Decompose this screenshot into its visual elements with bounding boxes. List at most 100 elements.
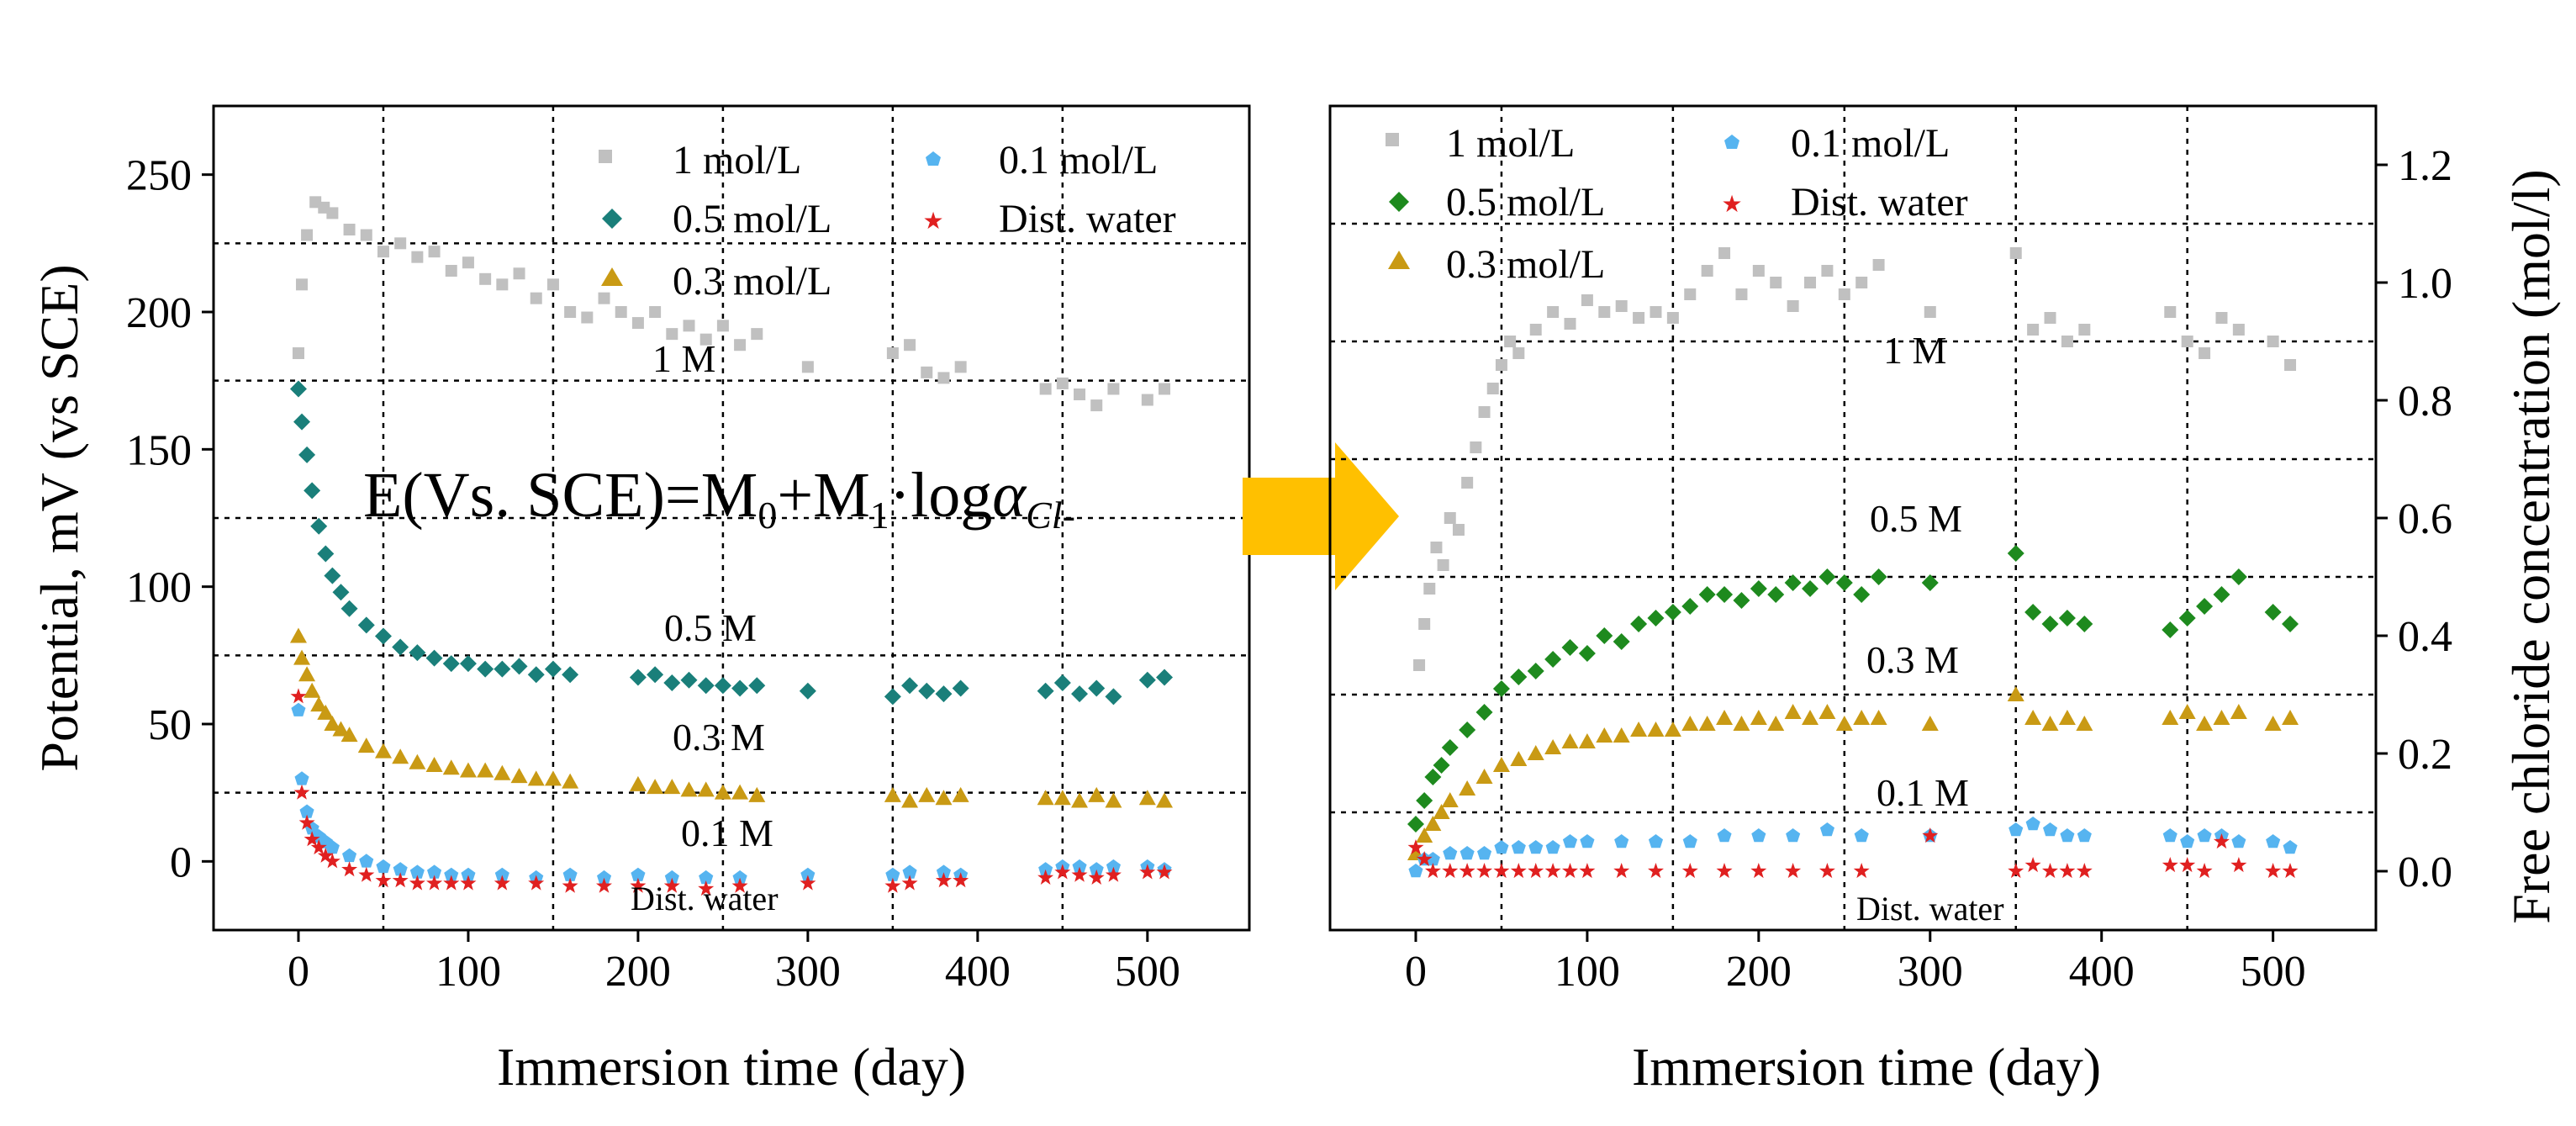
left-point (477, 660, 494, 678)
right-annot-dist-water: Dist. water (1856, 890, 2004, 928)
left-point (477, 762, 494, 778)
legend-marker-0-1mol-r (1724, 135, 1739, 149)
right-point (2008, 863, 2024, 879)
left-point (1088, 869, 1105, 885)
right-series (1407, 247, 2299, 879)
left-point (1071, 685, 1089, 703)
right-point (2076, 716, 2093, 731)
right-point (1648, 834, 1663, 848)
right-annot-0-3m: 0.3 M (1866, 638, 1959, 681)
left-point (393, 862, 408, 876)
left-point (935, 685, 953, 703)
left-point (683, 320, 695, 332)
right-y-tick-label: 1.2 (2398, 142, 2452, 190)
right-y-tick-label: 0.6 (2398, 495, 2452, 543)
right-point (2059, 863, 2076, 879)
right-annot-1m: 1 M (1883, 329, 1946, 372)
right-point (1494, 840, 1509, 854)
right-point (1716, 586, 1734, 603)
right-point (1459, 780, 1476, 796)
right-point (2213, 586, 2230, 603)
legend-label-0-5mol: 0.5 mol/L (673, 197, 831, 241)
right-point (1459, 863, 1475, 879)
left-point (884, 877, 901, 893)
right-point (1870, 710, 1887, 725)
left-point (340, 727, 358, 743)
right-series-2 (1407, 686, 2299, 860)
right-y-tick-label: 0.0 (2398, 848, 2452, 896)
left-point (699, 870, 714, 885)
left-point (409, 864, 425, 879)
legend-label-0-5mol-r: 0.5 mol/L (1446, 180, 1605, 225)
right-point (1437, 559, 1449, 571)
left-point (360, 229, 372, 241)
left-point (1105, 866, 1122, 882)
left-point (1089, 862, 1104, 876)
right-point (2178, 610, 2196, 626)
left-point (546, 278, 559, 291)
left-series-1 (289, 380, 1174, 706)
left-point (666, 328, 678, 341)
left-point (1053, 790, 1071, 806)
left-point (901, 677, 919, 695)
left-x-axis-title: Immersion time (day) (497, 1037, 966, 1097)
left-point (698, 880, 715, 896)
right-point (1785, 863, 1802, 879)
right-point (1835, 574, 1853, 591)
left-point (298, 666, 316, 682)
right-point (2162, 710, 2179, 725)
left-point (426, 875, 443, 891)
right-point (1682, 834, 1697, 848)
legend-label-0-1mol-r: 0.1 mol/L (1791, 121, 1950, 166)
left-point (631, 867, 646, 881)
left-point (1139, 864, 1156, 880)
right-point (1442, 863, 1459, 879)
left-point (341, 861, 358, 877)
right-point (1647, 610, 1665, 626)
left-point (292, 347, 304, 359)
legend-label-0-1mol: 0.1 mol/L (999, 138, 1158, 182)
left-point (921, 366, 933, 378)
left-annot-dist-water: Dist. water (631, 880, 779, 917)
left-series-0 (292, 196, 1171, 412)
right-point (1424, 863, 1441, 879)
left-point (392, 748, 409, 764)
left-point (409, 753, 426, 769)
right-point (1492, 757, 1510, 772)
left-point (425, 757, 443, 772)
left-point (630, 877, 647, 893)
left-point (317, 545, 335, 563)
right-point (1750, 863, 1767, 879)
left-point (731, 784, 749, 800)
right-point (2230, 857, 2247, 873)
left-y-tick-label: 0 (170, 838, 192, 886)
right-point (1701, 265, 1713, 277)
right-point (2024, 857, 2041, 873)
left-point (342, 848, 357, 863)
left-point (751, 328, 763, 341)
left-point (1037, 869, 1054, 885)
left-point (442, 759, 460, 775)
right-grid (1330, 106, 2376, 930)
equation-log: ·log (889, 460, 992, 531)
right-point (2199, 347, 2211, 359)
right-point (1441, 792, 1459, 807)
left-point (442, 655, 460, 673)
right-point (1784, 704, 1802, 719)
left-point (496, 278, 509, 291)
left-point (954, 361, 967, 373)
left-point (952, 786, 969, 802)
right-point (2196, 863, 2213, 879)
right-point (2076, 616, 2093, 632)
right-point (1750, 710, 1767, 725)
right-point (1430, 542, 1443, 553)
left-x-tick-label: 100 (435, 948, 501, 996)
left-point (935, 790, 953, 806)
right-y-tick-label: 1.0 (2398, 260, 2452, 308)
left-point (699, 333, 712, 346)
left-point (310, 839, 327, 855)
right-point (2215, 312, 2228, 324)
right-point (2077, 828, 2092, 843)
right-series-1 (1407, 545, 2299, 833)
